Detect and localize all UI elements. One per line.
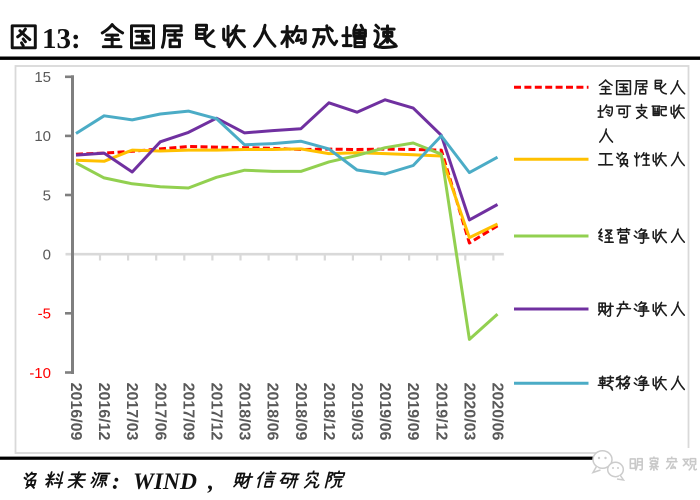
svg-text:2018/12: 2018/12	[320, 383, 337, 441]
svg-text:2019/09: 2019/09	[404, 383, 421, 441]
svg-text:2019/06: 2019/06	[376, 383, 393, 441]
svg-text:2018/06: 2018/06	[264, 383, 281, 441]
svg-text:2020/06: 2020/06	[489, 383, 506, 441]
svg-text:13:: 13:	[42, 23, 81, 55]
svg-text:2017/03: 2017/03	[123, 383, 140, 441]
svg-text::: :	[112, 469, 120, 495]
svg-text:10: 10	[34, 128, 51, 145]
svg-text:2017/12: 2017/12	[208, 383, 225, 441]
svg-text:0: 0	[43, 247, 51, 264]
svg-text:2018/09: 2018/09	[292, 383, 309, 441]
svg-text:2020/03: 2020/03	[460, 383, 477, 441]
svg-text:2018/03: 2018/03	[236, 383, 253, 441]
svg-text:15: 15	[34, 69, 51, 86]
svg-text:-10: -10	[29, 365, 51, 382]
svg-text:2016/09: 2016/09	[67, 383, 84, 441]
svg-text:5: 5	[43, 187, 51, 204]
svg-text:,: ,	[207, 469, 214, 495]
svg-text:2019/03: 2019/03	[348, 383, 365, 441]
svg-text:2017/06: 2017/06	[151, 383, 168, 441]
svg-text:-5: -5	[38, 306, 51, 323]
svg-text:2017/09: 2017/09	[179, 383, 196, 441]
svg-text:2019/12: 2019/12	[432, 383, 449, 441]
svg-text:WIND: WIND	[133, 469, 197, 495]
svg-text:2016/12: 2016/12	[95, 383, 112, 441]
